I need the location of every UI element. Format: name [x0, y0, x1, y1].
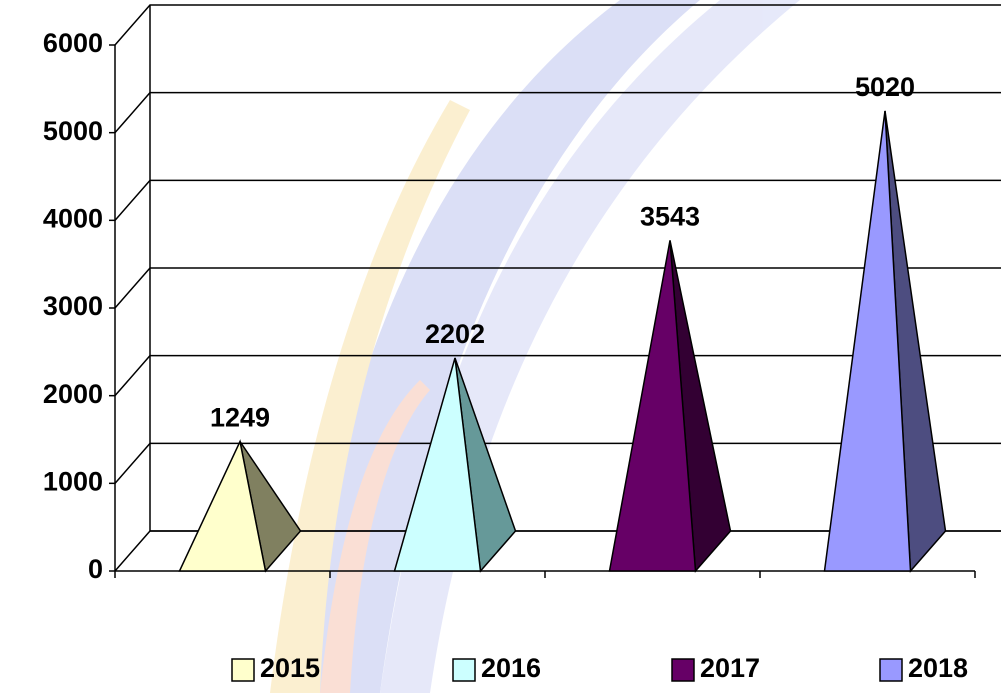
legend-swatch — [231, 658, 255, 682]
legend-swatch — [671, 658, 695, 682]
legend-swatch — [879, 658, 903, 682]
y-tick-label: 1000 — [43, 466, 103, 496]
y-tick-label: 6000 — [43, 28, 103, 58]
y-tick-label: 0 — [88, 554, 103, 584]
y-tick-label: 4000 — [43, 203, 103, 233]
grid-line — [114, 267, 1001, 309]
data-label: 5020 — [855, 72, 915, 102]
pyramid-front — [823, 110, 912, 572]
background-decoration — [270, 0, 800, 693]
grid-line — [114, 4, 1001, 46]
grid-line — [114, 442, 1001, 484]
legend-label: 2015 — [260, 653, 320, 683]
legend-label: 2016 — [481, 653, 541, 683]
y-tick-label: 3000 — [43, 291, 103, 321]
pyramid-front — [393, 357, 482, 572]
legend-label: 2018 — [908, 653, 968, 683]
data-label: 2202 — [425, 319, 485, 349]
pyramid-front — [608, 240, 697, 572]
grid-line — [114, 354, 1001, 397]
y-tick-label: 5000 — [43, 116, 103, 146]
data-label: 1249 — [210, 403, 270, 433]
legend-swatch — [452, 658, 476, 682]
pyramid-front — [178, 439, 267, 572]
y-tick-label: 2000 — [43, 379, 103, 409]
legend-label: 2017 — [700, 653, 760, 683]
grid-line — [114, 179, 1001, 221]
grid-line — [114, 91, 1001, 134]
data-label: 3543 — [640, 202, 700, 232]
